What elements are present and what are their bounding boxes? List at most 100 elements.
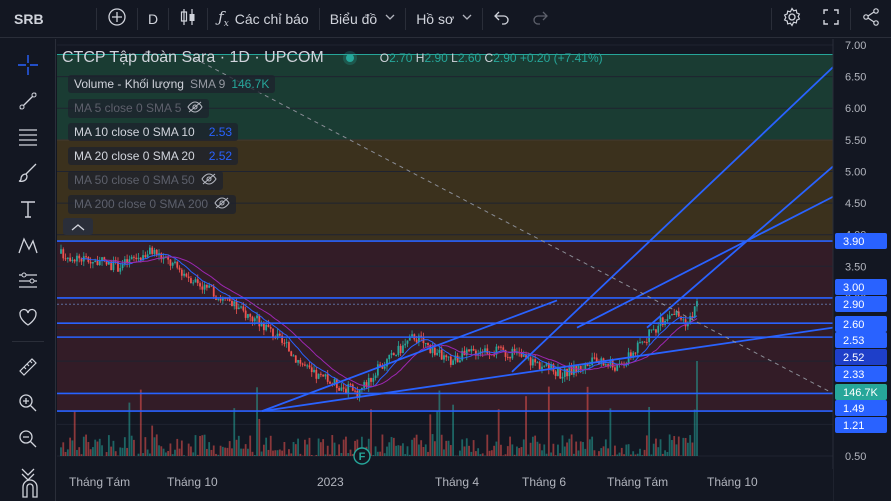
time-tick-label: Tháng 4 [435,475,479,489]
candle-body [174,261,176,263]
zoom-in-tool[interactable] [14,389,42,417]
candle-body [349,384,352,386]
fib-retracement-icon [19,129,37,146]
profile-label: Hồ sơ [416,10,455,27]
undo-button[interactable] [483,0,521,38]
interval-button[interactable]: D [148,10,159,27]
candle-body [217,298,220,301]
volume-sma-label: SMA 9 [189,77,226,91]
text-tool[interactable] [14,195,42,223]
candle-body [488,353,491,355]
candle-body [675,311,678,315]
candle-body [64,258,67,260]
ma-legend-row[interactable]: MA 50 close 0 SMA 50 [62,168,603,192]
redo-button[interactable] [521,0,559,38]
candle-body [404,343,407,346]
ma-legend-row[interactable]: MA 200 close 0 SMA 200 [62,192,603,216]
volume-bar [684,437,687,456]
volume-bar [598,451,600,456]
volume-bar [383,453,386,456]
brush-tool[interactable] [14,159,42,187]
zoom-out-tool[interactable] [14,425,42,453]
high-value: 2.90 [424,51,448,65]
candle-body [196,279,199,284]
ma-label: MA 20 close 0 SMA 20 [74,149,195,163]
candle-body [586,363,589,366]
volume-bar [288,449,290,456]
collapse-legend-button[interactable] [63,218,93,235]
volume-bar [652,443,655,456]
prediction-tool[interactable] [14,267,42,295]
volume-bar [395,445,397,456]
zoom-in-icon [19,394,37,412]
symbol-search[interactable]: SRB [14,10,44,27]
candle-body [417,335,420,343]
gear-icon [782,7,802,30]
share-button[interactable] [851,0,891,38]
volume-bar [604,439,607,456]
pattern-tool[interactable] [14,231,42,259]
change-value: +0.20 (+7.41%) [519,51,603,65]
chart-type-dropdown[interactable]: Biểu đồ [320,0,405,38]
volume-bar [349,449,352,456]
candle-body [269,326,272,329]
candle-body [183,273,185,276]
fullscreen-button[interactable] [812,0,850,38]
volume-bar [388,442,391,456]
candle-body [233,301,236,307]
candle-body [351,384,354,391]
volume-bar [121,447,124,456]
candle-body [573,365,575,375]
indicators-button[interactable]: ƒx Các chỉ báo [208,0,319,38]
toolbar-divider [850,7,851,30]
candle-body [634,352,637,354]
volume-bar [415,434,418,456]
crosshair-tool[interactable] [14,51,42,79]
candle-body [470,348,473,352]
volume-bar [689,435,692,456]
volume-bar [333,442,336,456]
eye-off-icon[interactable] [187,100,204,116]
volume-legend-row[interactable]: Volume - Khối lượng SMA 9 146.7K [62,72,603,96]
candle-body [117,261,119,272]
candle-body [691,315,694,318]
price-label-text: 2.60 [843,319,864,331]
volume-bar [620,447,623,456]
eye-off-icon[interactable] [201,172,217,188]
ma-legend-row[interactable]: MA 20 close 0 SMA 20 2.52 [62,144,603,168]
favorites-tool[interactable] [14,303,42,331]
bar-style-button[interactable] [169,0,207,38]
candle-body [652,329,655,331]
series-title[interactable]: CTCP Tập đoàn Sara · 1D · UPCOM [62,49,324,66]
profile-dropdown[interactable]: Hồ sơ [406,0,482,38]
candle-body [666,319,669,321]
candle-body [256,315,258,319]
ma-legend-row[interactable]: MA 5 close 0 SMA 5 [62,96,603,120]
volume-bar [643,449,646,456]
ma-label: MA 50 close 0 SMA 50 [74,173,195,187]
candle-body [354,390,356,392]
volume-bar [247,448,249,456]
trend-line-tool[interactable] [14,87,42,115]
measure-tool[interactable] [14,353,42,381]
fib-tool[interactable] [14,123,42,151]
settings-button[interactable] [772,0,812,38]
volume-bar [69,437,72,456]
chevron-up-icon [71,224,85,231]
volume-bar [265,437,268,456]
volume-bar [66,449,69,456]
volume-bar [645,435,648,456]
candle-body [388,354,391,360]
eye-off-icon[interactable] [214,196,230,212]
volume-bar [297,438,299,456]
compare-button[interactable] [97,0,137,38]
time-axis-bg [57,469,833,501]
volume-bar [641,455,644,456]
ma-legend-row[interactable]: MA 10 close 0 SMA 10 2.53 [62,120,603,144]
candle-body [616,363,619,371]
price-tick-label: 5.50 [845,135,866,147]
candle-body [121,264,124,269]
candle-body [201,286,204,290]
magnet-tool[interactable] [16,475,44,501]
low-label: L [451,51,458,65]
